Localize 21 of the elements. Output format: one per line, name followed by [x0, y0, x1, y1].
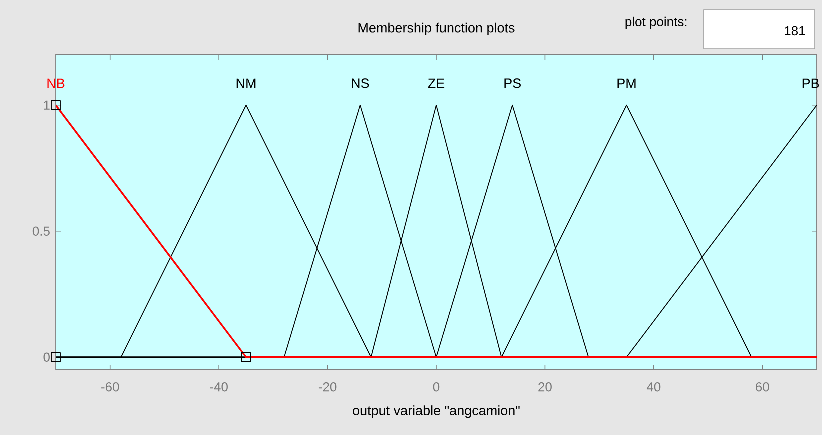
x-tick-label: -20	[318, 382, 337, 392]
series-label: PM	[618, 78, 636, 88]
series-label: PS	[504, 78, 521, 88]
x-tick-label: 60	[756, 382, 770, 392]
x-tick-label: 20	[538, 382, 552, 392]
series-label: NS	[352, 78, 370, 88]
chart-title: Membership function plots	[358, 22, 515, 36]
series-label: NB	[48, 78, 65, 88]
x-tick-label: -40	[210, 382, 228, 392]
x-axis-title: output variable "angcamion"	[353, 406, 520, 418]
text: 181	[785, 26, 806, 36]
x-tick-label: -60	[102, 382, 120, 392]
series-label: NM	[236, 78, 256, 88]
x-tick-label: 0	[433, 382, 440, 392]
y-tick-label: 0.5	[32, 226, 50, 236]
x-tick-label: 40	[646, 382, 661, 392]
y-tick-label: 0	[44, 352, 50, 362]
series-label: PB	[802, 78, 820, 88]
series-label: ZE	[428, 78, 445, 88]
y-tick-label: 1	[44, 100, 50, 110]
text: plot points:	[626, 16, 687, 30]
